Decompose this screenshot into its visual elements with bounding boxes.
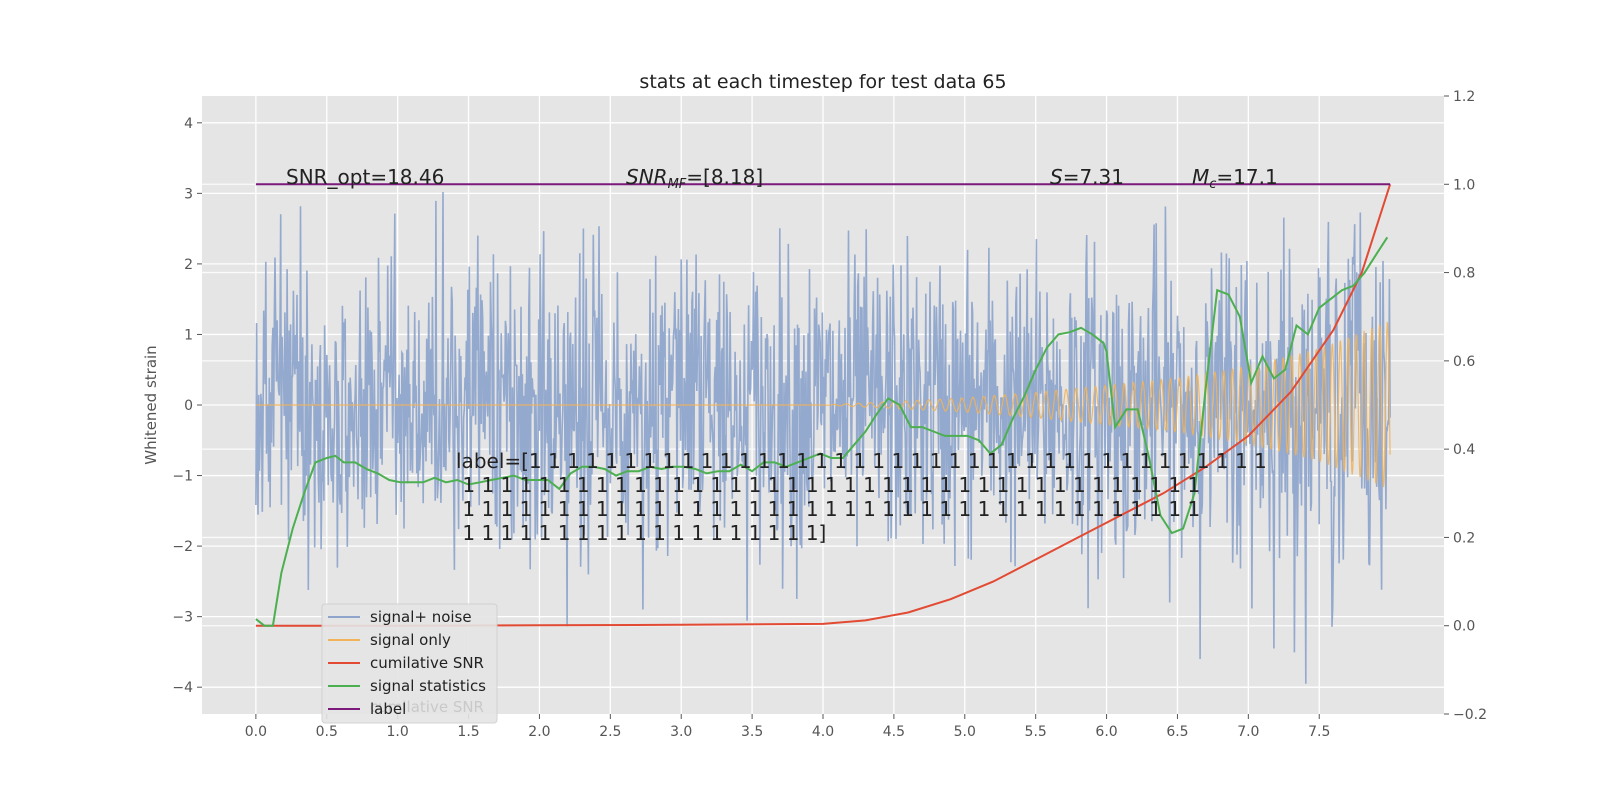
annotation-snr-opt: SNR_opt=18.46 (286, 165, 444, 189)
x-tick-label: 3.0 (670, 724, 692, 740)
legend-label-label: label (370, 700, 406, 718)
mc-subscript: c (1209, 177, 1216, 192)
y-tick-label: −4 (172, 680, 193, 696)
y-right-tick-label: 1.0 (1453, 177, 1475, 193)
annotation-s: S=7.31 (1050, 165, 1124, 189)
legend-label-signal-noise: signal+ noise (370, 608, 472, 626)
x-tick-label: 5.5 (1025, 724, 1047, 740)
legend: cumilative SNR signal+ noise signal only… (321, 603, 498, 724)
label-line-3: 1 1 1 1 1 1 1 1 1 1 1 1 1 1 1 1 1 1 1 1 … (456, 497, 1200, 521)
y-right-tick-label: 0.8 (1453, 266, 1475, 282)
snr-mf-symbol: SNR (626, 165, 668, 189)
x-axis: 0.0 0.5 1.0 1.5 2.0 2.5 3.0 3.5 4.0 4.5 5.0 5.5 6.0 6… (245, 714, 1330, 740)
series-cumulative-snr (255, 183, 1392, 627)
x-tick-label: 7.0 (1237, 724, 1259, 740)
x-tick-label: 4.0 (812, 724, 834, 740)
label-annotation: label=[1 1 1 1 1 1 1 1 1 1 1 1 1 1 1 1 1… (456, 0, 1299, 545)
y-tick-label: 4 (184, 116, 193, 132)
snr-mf-value: =[8.18] (686, 165, 763, 189)
y-right-tick-label: −0.2 (1453, 707, 1487, 723)
s-symbol: S (1050, 165, 1063, 189)
y-right-tick-label: 0.0 (1453, 619, 1475, 635)
legend-label-signal-statistics: signal statistics (370, 677, 486, 695)
y-tick-label: 2 (184, 257, 193, 273)
legend-ghost-text: cumilative SNR (370, 698, 484, 716)
mc-value: =17.1 (1216, 165, 1277, 189)
x-tick-label: 0.0 (245, 724, 267, 740)
x-tick-label: 7.5 (1308, 724, 1330, 740)
y-axis-right: −0.2 0.0 0.2 0.4 0.6 0.8 1.0 1.2 (1444, 89, 1487, 723)
x-tick-label: 3.5 (741, 724, 763, 740)
y-right-tick-label: 0.2 (1453, 530, 1475, 546)
label-line-1: label=[1 1 1 1 1 1 1 1 1 1 1 1 1 1 1 1 1… (456, 449, 1267, 473)
label-line-2: 1 1 1 1 1 1 1 1 1 1 1 1 1 1 1 1 1 1 1 1 … (456, 473, 1200, 497)
x-tick-label: 2.5 (599, 724, 621, 740)
mc-symbol: M (1192, 165, 1209, 189)
annotation-snr-mf: SNRMF=[8.18] (626, 165, 763, 192)
series-signal-statistics (255, 236, 1389, 627)
label-line-4: 1 1 1 1 1 1 1 1 1 1 1 1 1 1 1 1 1 1 1] (456, 521, 826, 545)
y-tick-label: 3 (184, 186, 193, 202)
x-tick-label: 6.0 (1095, 724, 1117, 740)
series-layer (255, 183, 1392, 627)
legend-box (321, 603, 498, 724)
y-right-tick-label: 1.2 (1453, 89, 1475, 105)
x-tick-label: 2.0 (528, 724, 550, 740)
y-axis-left: −4 −3 −2 −1 0 1 2 3 4 (172, 116, 202, 696)
x-tick-label: 0.5 (316, 724, 338, 740)
legend-label-cumulative-snr: cumilative SNR (370, 654, 484, 672)
legend-label-signal-only: signal only (370, 631, 451, 649)
y-tick-label: 0 (184, 398, 193, 414)
s-value: =7.31 (1063, 165, 1124, 189)
y-tick-label: −1 (172, 469, 193, 485)
snr-mf-subscript: MF (668, 177, 687, 192)
y-axis-title: Whitened strain (142, 345, 160, 464)
series-signal-noise (255, 191, 1391, 684)
y-tick-label: −2 (172, 539, 193, 555)
x-tick-label: 6.5 (1166, 724, 1188, 740)
x-tick-label: 5.0 (954, 724, 976, 740)
y-right-tick-label: 0.4 (1453, 442, 1475, 458)
x-tick-label: 4.5 (883, 724, 905, 740)
x-tick-label: 1.5 (457, 724, 479, 740)
noise-layer (255, 191, 1391, 684)
chart-title: stats at each timestep for test data 65 (639, 71, 1006, 93)
y-tick-label: −3 (172, 610, 193, 626)
y-right-tick-label: 0.6 (1453, 354, 1475, 370)
annotation-mc: Mc=17.1 (1192, 165, 1278, 192)
y-tick-label: 1 (184, 327, 193, 343)
x-tick-label: 1.0 (387, 724, 409, 740)
